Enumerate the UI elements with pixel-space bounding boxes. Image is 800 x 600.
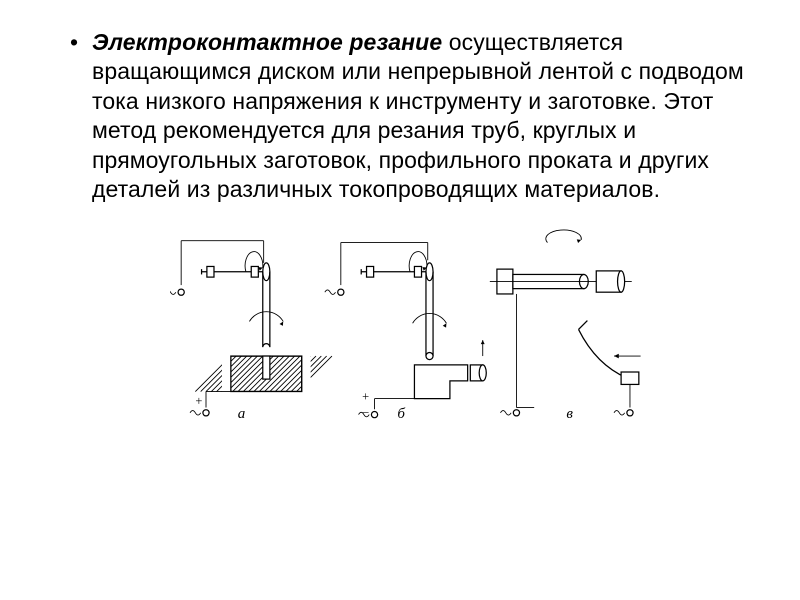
slide: Электроконтактное резание осуществляется… (0, 0, 800, 600)
title-run: Электроконтактное резание (92, 29, 442, 55)
svg-text:+: + (195, 393, 202, 407)
bullet-paragraph: Электроконтактное резание осуществляется… (70, 28, 750, 205)
svg-text:в: в (566, 406, 573, 422)
svg-text:+: + (362, 389, 369, 403)
svg-text:−: − (362, 405, 369, 419)
svg-text:б: б (397, 406, 405, 422)
technical-diagram: + + − а б в (170, 223, 650, 427)
figure: + + − а б в (70, 223, 750, 432)
svg-text:а: а (238, 406, 246, 422)
